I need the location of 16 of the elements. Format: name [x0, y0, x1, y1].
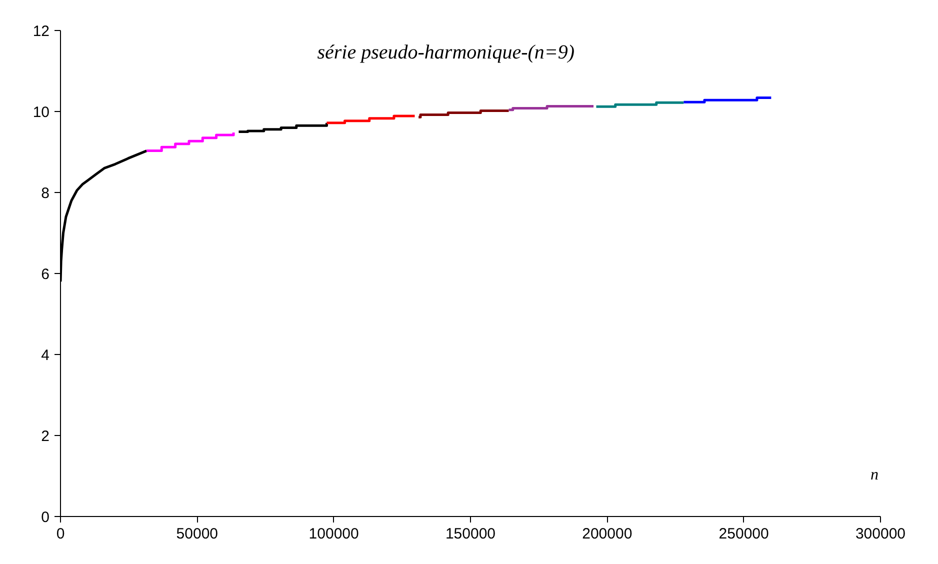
y-tick-label: 12	[32, 23, 50, 40]
x-tick-label: 50000	[176, 526, 218, 542]
y-tick-label: 4	[41, 347, 50, 364]
x-tick-label: 200000	[582, 526, 632, 542]
y-tick-label: 10	[32, 104, 50, 121]
x-tick-label: 300000	[855, 526, 906, 542]
y-tick-label: 8	[41, 185, 50, 202]
x-axis-title: n	[870, 466, 878, 484]
x-tick-label: 100000	[308, 526, 359, 542]
y-tick-label: 6	[41, 266, 50, 283]
x-tick-label: 250000	[718, 526, 769, 542]
y-tick-label: 2	[41, 428, 50, 445]
text: série pseudo-harmonique-(n=9)	[317, 41, 575, 64]
y-tick-label: 0	[41, 509, 50, 526]
x-tick-label: 0	[56, 526, 65, 542]
x-tick-label: 150000	[445, 526, 496, 542]
